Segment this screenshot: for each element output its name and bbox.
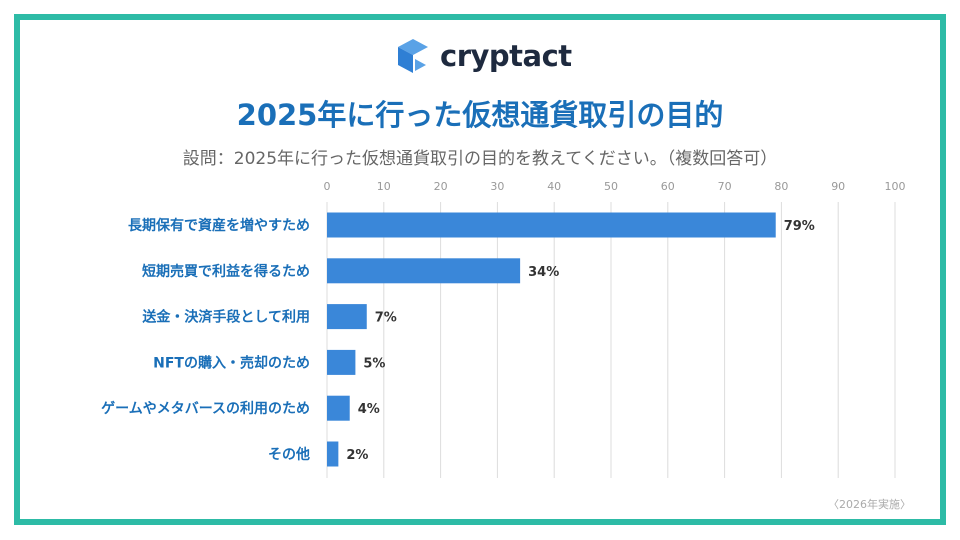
chart-title: 2025年に行った仮想通貨取引の目的 <box>236 98 724 132</box>
cryptact-logo-icon <box>398 39 428 73</box>
category-label: その他 <box>268 446 310 463</box>
frame-border <box>14 14 946 525</box>
category-label: 短期売買で利益を得るため <box>142 263 310 280</box>
x-tick-label: 60 <box>661 180 675 193</box>
bar <box>327 441 339 467</box>
category-label: ゲームやメタバースの利用のため <box>101 400 310 417</box>
logo: cryptact <box>396 37 572 75</box>
x-tick-label: 90 <box>831 180 845 193</box>
survey-note: 〈2026年実施〉 <box>828 498 911 511</box>
data-label: 7% <box>375 311 397 326</box>
category-label: NFTの購入・売却のため <box>153 354 310 371</box>
data-label: 2% <box>346 448 368 463</box>
x-tick-label: 50 <box>604 180 618 193</box>
x-tick-label: 0 <box>324 180 331 193</box>
data-label: 79% <box>784 219 815 234</box>
x-tick-label: 70 <box>718 180 732 193</box>
x-tick-label: 30 <box>490 180 504 193</box>
category-label: 送金・決済手段として利用 <box>141 309 310 326</box>
x-tick-label: 100 <box>885 180 906 193</box>
bar <box>327 395 350 421</box>
logo-text: cryptact <box>440 39 572 73</box>
data-label: 34% <box>528 265 559 280</box>
x-tick-label: 10 <box>377 180 391 193</box>
x-tick-label: 80 <box>774 180 788 193</box>
bar <box>327 258 521 284</box>
x-tick-label: 40 <box>547 180 561 193</box>
bar <box>327 212 776 238</box>
chart-subtitle: 設問：2025年に行った仮想通貨取引の目的を教えてください。（複数回答可） <box>182 149 778 169</box>
bar <box>327 349 356 375</box>
data-label: 4% <box>358 402 380 417</box>
x-tick-label: 20 <box>434 180 448 193</box>
bar <box>327 304 367 330</box>
data-label: 5% <box>363 356 385 371</box>
category-label: 長期保有で資産を増やすため <box>128 217 310 234</box>
